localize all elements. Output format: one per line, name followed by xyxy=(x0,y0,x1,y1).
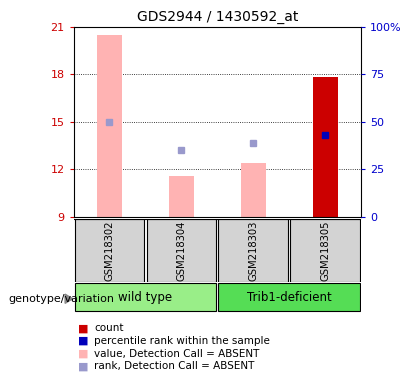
Text: rank, Detection Call = ABSENT: rank, Detection Call = ABSENT xyxy=(94,361,255,371)
Bar xyxy=(312,77,338,217)
Text: genotype/variation: genotype/variation xyxy=(8,294,114,304)
Polygon shape xyxy=(65,294,73,303)
Text: Trib1-deficient: Trib1-deficient xyxy=(247,291,332,304)
Text: value, Detection Call = ABSENT: value, Detection Call = ABSENT xyxy=(94,349,260,359)
Bar xyxy=(290,219,360,282)
Bar xyxy=(241,163,266,217)
Text: GSM218303: GSM218303 xyxy=(248,220,258,281)
Text: ■: ■ xyxy=(78,349,88,359)
Text: GSM218302: GSM218302 xyxy=(105,220,115,281)
Text: GSM218305: GSM218305 xyxy=(320,220,330,281)
Bar xyxy=(218,283,360,311)
Text: wild type: wild type xyxy=(118,291,173,304)
Bar xyxy=(97,35,122,217)
Text: ■: ■ xyxy=(78,323,88,333)
Bar xyxy=(147,219,216,282)
Text: GSM218304: GSM218304 xyxy=(176,220,186,281)
Title: GDS2944 / 1430592_at: GDS2944 / 1430592_at xyxy=(136,10,298,25)
Text: ■: ■ xyxy=(78,361,88,371)
Bar xyxy=(169,176,194,217)
Bar xyxy=(75,219,144,282)
Bar xyxy=(218,219,288,282)
Text: percentile rank within the sample: percentile rank within the sample xyxy=(94,336,270,346)
Bar xyxy=(75,283,216,311)
Text: count: count xyxy=(94,323,124,333)
Text: ■: ■ xyxy=(78,336,88,346)
